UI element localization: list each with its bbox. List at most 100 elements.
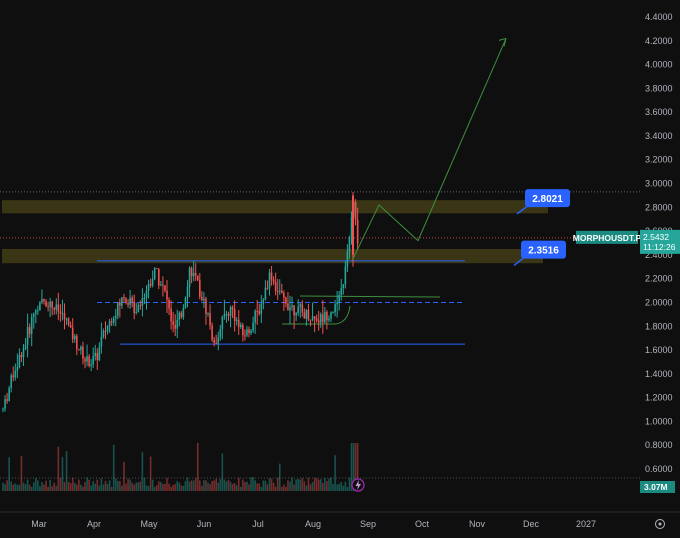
price-callouts: 2.8021 2.3516 (513, 189, 570, 267)
volume-bar (108, 480, 111, 491)
candle-body (213, 339, 215, 343)
candle (108, 318, 111, 333)
volume-bar (215, 478, 217, 491)
candle-body (127, 303, 129, 305)
volume-bar (182, 485, 185, 491)
volume-bar (14, 483, 17, 491)
gear-ring (655, 519, 665, 529)
candle (334, 299, 336, 317)
candle-body (71, 327, 74, 340)
candle (8, 385, 10, 402)
volume-bar (268, 478, 271, 491)
volume-bar (59, 477, 62, 491)
volume-bar (6, 480, 8, 491)
volume-bar (69, 483, 72, 491)
countdown-timer: 11:12:26 (643, 242, 676, 252)
candle (311, 302, 314, 322)
candle (192, 260, 195, 282)
volume-bar (123, 461, 125, 491)
candle (272, 276, 275, 286)
candle (162, 276, 164, 297)
candle-body (53, 307, 56, 310)
candle (274, 272, 277, 296)
volume-bar (176, 481, 179, 491)
callout-box[interactable] (521, 240, 566, 259)
supply-demand-zones (2, 200, 548, 264)
candle (281, 283, 283, 294)
candle-body (76, 335, 78, 350)
volume-bar (149, 456, 152, 491)
volume-bar (119, 481, 121, 491)
spike-candle (352, 195, 354, 255)
candle (223, 299, 226, 320)
candle (207, 312, 209, 317)
candle (293, 304, 295, 330)
candle-body (268, 272, 271, 289)
candle (170, 300, 172, 330)
candle-body (178, 312, 181, 320)
volume-bar (135, 482, 138, 491)
last-price: 2.5432 (643, 232, 669, 242)
candle (141, 288, 144, 317)
volume-bar (270, 478, 273, 491)
volume-bar (155, 485, 158, 491)
volume-bar (266, 484, 269, 491)
y-tick-label: 0.6000 (645, 464, 673, 474)
volume-label-box (640, 481, 675, 493)
candle (242, 322, 244, 342)
candle (51, 300, 53, 316)
symbol-label[interactable] (576, 230, 638, 244)
candle (180, 310, 183, 319)
candle (82, 341, 84, 365)
y-tick-label: 1.0000 (645, 416, 673, 426)
candle (262, 297, 265, 310)
candle-body (274, 281, 277, 292)
volume-bar (49, 479, 51, 491)
volume-bar (283, 484, 285, 491)
candle-body (354, 202, 357, 221)
settings-gear-icon[interactable] (655, 519, 665, 529)
candle (100, 322, 103, 354)
candle (254, 309, 256, 334)
volume-bar (137, 482, 140, 491)
volume-bar (297, 478, 299, 491)
candle (246, 325, 248, 338)
candle-body (151, 278, 154, 286)
candle-body (250, 330, 252, 333)
volume-bars (0, 442, 640, 492)
candle (229, 305, 232, 328)
candle (344, 260, 347, 289)
candle-body (278, 290, 281, 292)
candle-body (322, 314, 324, 323)
candle-body (114, 315, 117, 319)
candle (145, 285, 148, 310)
volume-bar (248, 484, 250, 491)
candle-body (260, 303, 263, 314)
candle (20, 352, 23, 363)
lightning-icon-glyph (355, 480, 361, 490)
volume-bar (158, 481, 160, 491)
candle (137, 303, 140, 313)
x-tick-label: Apr (87, 519, 101, 529)
candle (18, 348, 21, 369)
callout-box[interactable] (525, 189, 570, 208)
candle-body (344, 266, 347, 285)
candle-body (57, 304, 60, 312)
candle-body (102, 330, 105, 337)
candle-body (340, 288, 343, 295)
candle (248, 326, 250, 338)
candle (315, 314, 318, 323)
candle-body (350, 217, 353, 238)
level-lines (0, 191, 640, 345)
candle (309, 319, 312, 327)
candle-body (86, 356, 88, 362)
zone-2.3516 (2, 248, 543, 264)
candle (133, 294, 135, 320)
volume-bar (317, 479, 320, 491)
price-axis: 4.4000 4.2000 4.0000 3.8000 3.6000 3.4000 3.20… (573, 0, 680, 538)
candle (153, 267, 156, 281)
candle-body (223, 314, 226, 317)
candle-body (12, 375, 15, 378)
